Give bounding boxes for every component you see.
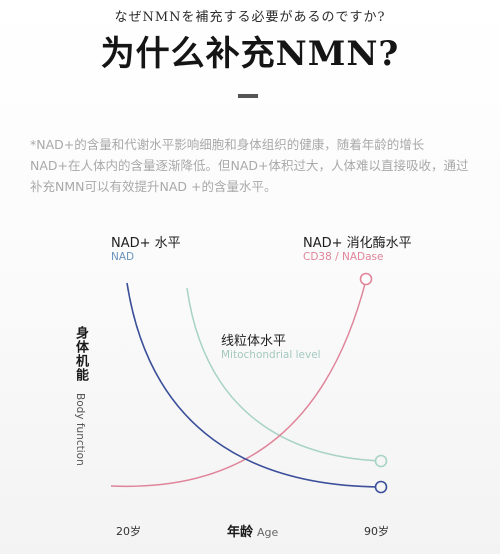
- page-title: 为什么补充NMN?: [100, 34, 400, 74]
- nad-end-marker: [374, 480, 388, 494]
- x-axis-label-en: Age: [257, 526, 279, 539]
- y-axis-label-en: Body function: [74, 393, 86, 466]
- y-axis-label: 身体机能 Body function: [68, 326, 90, 466]
- mito-end-marker: [374, 454, 388, 468]
- nad-series-sublabel: NAD: [111, 251, 135, 263]
- y-axis-label-cn: 身体机能: [73, 326, 88, 382]
- mito-curve: [186, 287, 382, 462]
- nad-curve: [126, 282, 382, 488]
- mito-series-label: 线粒体水平: [221, 334, 287, 349]
- x-axis-label-cn: 年龄: [227, 525, 254, 540]
- nad-series-label: NAD+ 水平: [111, 236, 181, 251]
- x-tick-20: 20岁: [116, 525, 141, 538]
- x-axis-label: 年龄 Age: [227, 521, 278, 540]
- intro-paragraph: *NAD+的含量和代谢水平影响细胞和身体组织的健康，随着年龄的增长NAD+在人体…: [30, 137, 469, 194]
- cd38-series-label: NAD+ 消化酶水平: [303, 236, 412, 251]
- cd38-end-marker: [359, 272, 373, 286]
- cd38-series-sublabel: CD38 / NADase: [303, 251, 384, 263]
- subtitle-japanese: なぜNMNを補充する必要があるのですか?: [114, 10, 386, 25]
- title-divider: [238, 94, 258, 98]
- cd38-curve: [110, 279, 367, 488]
- mito-series-sublabel: Mitochondrial level: [221, 349, 321, 361]
- x-tick-90: 90岁: [364, 525, 389, 538]
